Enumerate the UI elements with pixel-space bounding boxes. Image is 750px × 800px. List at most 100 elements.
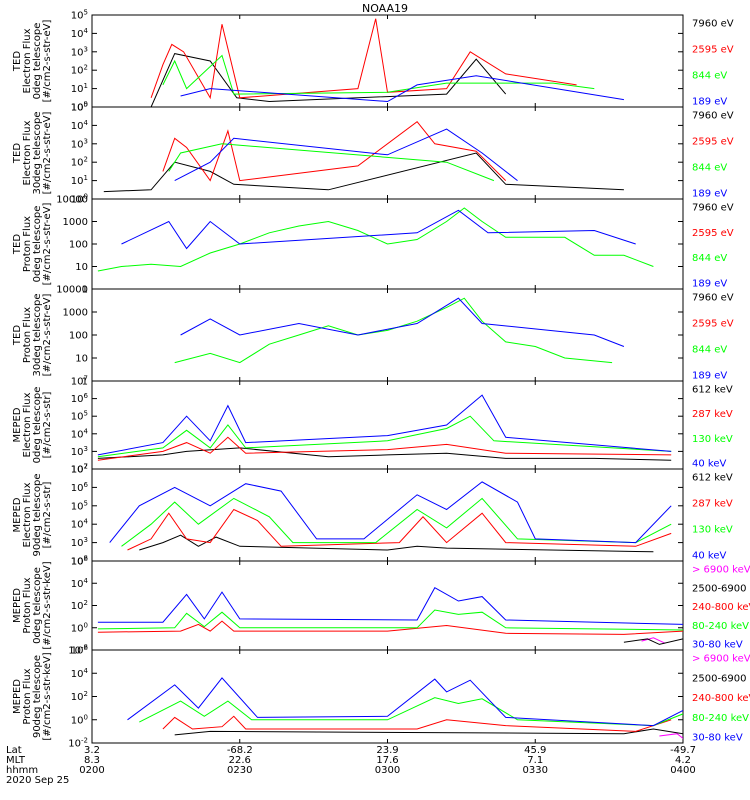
footer-lat-value: -68.2	[227, 745, 253, 756]
legend-entry-red: 2595 eV	[692, 228, 734, 239]
legend-entry-magenta: > 6900 keV	[692, 654, 750, 665]
series-group	[127, 677, 683, 739]
y-tick-label: 104	[71, 577, 89, 590]
y-axis-title-line: MEPED	[12, 497, 23, 532]
legend-entry-green: 844 eV	[692, 345, 727, 356]
series-line-red	[162, 715, 672, 732]
y-axis-title-line: MEPED	[12, 588, 23, 623]
y-tick-label: 102	[71, 463, 88, 476]
series-group	[97, 394, 672, 461]
series-line-blue	[97, 394, 672, 456]
y-axis-title-line: [#/cm2-s-str]	[42, 391, 53, 458]
panel-7: 10-2 100 102 104 106 MEPED Proton Flux 0deg tel…	[12, 555, 750, 657]
y-tick-label: 107	[71, 375, 88, 388]
figure-title: NOAA19	[362, 2, 408, 15]
series-line-blue	[121, 209, 636, 250]
series-line-red	[150, 18, 577, 100]
y-tick-label: 10-2	[68, 644, 88, 657]
y-axis-title-line: [#/cm2-s-str-eV]	[42, 20, 53, 103]
footer-mlt-value: 4.2	[675, 755, 691, 766]
y-tick-label: 10	[75, 354, 88, 365]
y-axis-title-line: [#/cm2-s-str-eV]	[42, 294, 53, 377]
y-tick-label: 1	[82, 285, 88, 296]
footer: Lat 3.2 -68.2 23.9 45.9 -49.7 MLT 8.3 22.6 17.6 7.…	[6, 745, 696, 786]
y-axis-title-line: [#/cm2-s-str-eV]	[42, 203, 53, 286]
y-tick-label: 105	[71, 410, 88, 423]
legend-entry-blue: 189 eV	[692, 97, 727, 108]
panel-frame	[91, 560, 684, 651]
series-line-black	[103, 152, 624, 193]
legend-entry-black: 7960 eV	[692, 293, 734, 304]
y-axis-title-line: Proton Flux	[22, 307, 33, 363]
legend-entry-red: 287 keV	[692, 499, 733, 510]
y-tick-label: 10000	[56, 285, 88, 296]
legend-entry-red: 2595 eV	[692, 45, 734, 56]
panel-3: 1 10 100 1000 10000 TED Proton Flux 0deg telesc…	[12, 195, 734, 296]
series-line-black	[150, 53, 507, 107]
series-line-green	[97, 609, 683, 631]
y-axis-title-line: Electron Flux	[22, 120, 33, 185]
series-line-black	[97, 447, 672, 461]
panel-frame	[91, 380, 684, 470]
y-tick-label: 104	[71, 518, 89, 531]
series-group	[97, 207, 654, 272]
footer-lat-value: 3.2	[84, 745, 100, 756]
y-tick-label: 105	[71, 9, 88, 22]
y-tick-label: 101	[71, 174, 88, 187]
footer-hhmm-value: 0330	[523, 765, 548, 776]
series-line-red	[97, 620, 683, 635]
panel-8: 10-2 100 102 104 106 MEPED Proton Flux 90deg te…	[12, 644, 750, 750]
legend-entry-green: 130 keV	[692, 525, 733, 536]
y-tick-label: 100	[71, 621, 88, 634]
series-line-blue	[180, 75, 624, 103]
legend-entry-blue: 189 eV	[692, 279, 727, 290]
y-tick-label: 104	[71, 427, 89, 440]
panel-5: 102 103 104 105 106 107 MEPED Electron Flux 0deg…	[12, 375, 733, 476]
y-tick-label: 102	[71, 555, 88, 568]
y-tick-label: 103	[71, 445, 88, 458]
y-tick-label: 10000	[56, 195, 88, 206]
series-line-blue	[174, 128, 518, 182]
series-line-black	[623, 638, 683, 645]
y-tick-label: 102	[71, 599, 88, 612]
y-tick-label: 1000	[63, 308, 88, 319]
series-group	[97, 587, 683, 645]
series-line-green	[174, 297, 613, 364]
series-line-magenta	[659, 733, 683, 739]
series-line-blue	[127, 677, 683, 727]
panel-2: 100 101 102 103 104 105 TED Electron Flux 30deg …	[12, 101, 734, 206]
footer-hhmm-value: 0400	[670, 765, 695, 776]
panel-4: 1 10 100 1000 10000 TED Proton Flux 30deg teles…	[12, 285, 734, 388]
panel-1: 100 101 102 103 104 105 TED Electron Flux 0deg t…	[12, 9, 734, 114]
footer-row-label: hhmm	[6, 765, 38, 776]
series-line-blue	[109, 481, 672, 544]
footer-lat-value: 23.9	[376, 745, 398, 756]
series-line-black	[139, 534, 654, 553]
legend-entry-red: 2595 eV	[692, 319, 734, 330]
legend-entry-black: 7960 eV	[692, 203, 734, 214]
legend-entry-green: 80-240 keV	[692, 713, 749, 724]
legend-entry-red: 2595 eV	[692, 137, 734, 148]
y-tick-label: 103	[71, 45, 88, 58]
y-tick-label: 103	[71, 137, 88, 150]
footer-row-label: MLT	[6, 755, 26, 766]
y-tick-label: 103	[71, 536, 88, 549]
y-tick-label: 104	[71, 119, 89, 132]
y-axis-title-line: [#/cm2-s-str-keV]	[42, 652, 53, 740]
footer-date: 2020 Sep 25	[6, 775, 69, 786]
legend-entry-red: 240-800 keV	[692, 602, 750, 613]
y-axis-title-line: Proton Flux	[22, 668, 33, 724]
y-tick-label: 100	[71, 193, 88, 206]
series-line-blue	[180, 297, 625, 347]
legend-entry-blue: 40 keV	[692, 551, 726, 562]
y-tick-label: 106	[71, 644, 89, 657]
y-tick-label: 105	[71, 101, 88, 114]
y-tick-label: 106	[71, 555, 89, 568]
series-line-green	[168, 143, 495, 182]
y-tick-label: 102	[71, 64, 88, 77]
y-axis-title-line: 0deg telescope	[32, 387, 43, 464]
y-axis-title-line: MEPED	[12, 679, 23, 714]
y-axis-title-line: 90deg telescope	[32, 655, 43, 738]
footer-mlt-value: 7.1	[527, 755, 543, 766]
